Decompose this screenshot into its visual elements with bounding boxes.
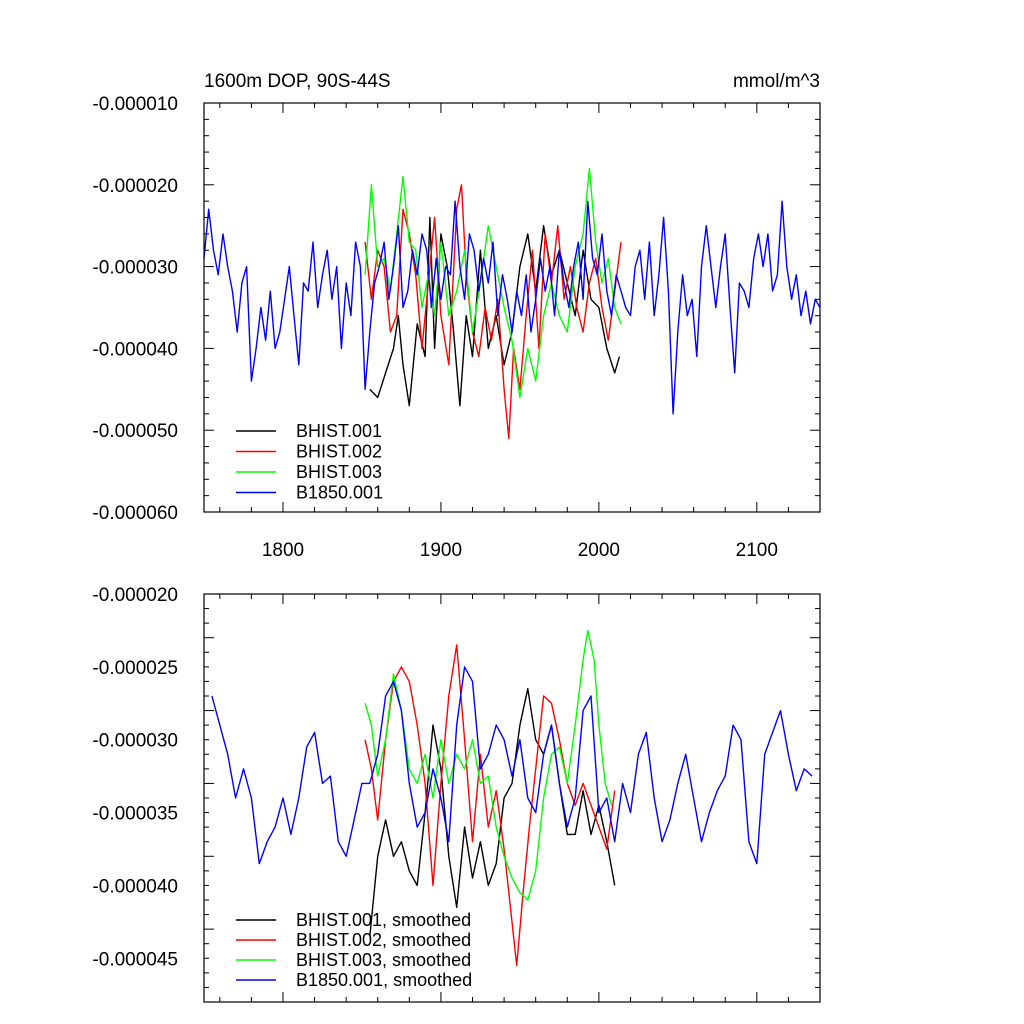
- top-y-tick-label: -0.000040: [92, 339, 178, 360]
- bottom-y-tick-label: -0.000035: [92, 804, 178, 825]
- bottom-y-tick-label: -0.000020: [92, 585, 178, 606]
- top-legend-label: BHIST.002: [296, 442, 382, 462]
- bottom-legend-label: BHIST.003, smoothed: [296, 950, 471, 970]
- top-x-tick-label: 1900: [420, 540, 462, 561]
- top-legend-label: BHIST.001: [296, 421, 382, 441]
- bottom-legend-label: BHIST.001, smoothed: [296, 910, 471, 930]
- top-series-line-bhist-002: [364, 184, 622, 440]
- bottom-series-group: [211, 629, 813, 967]
- bottom-legend-label: B1850.001, smoothed: [296, 970, 472, 990]
- top-panel-units: mmol/m^3: [733, 71, 820, 92]
- bottom-series-line-b1850-001-smoothed: [211, 666, 813, 865]
- bottom-y-tick-label: -0.000045: [92, 949, 178, 970]
- top-legend-label: BHIST.003: [296, 462, 382, 482]
- bottom-series-line-bhist-002-smoothed: [364, 644, 616, 967]
- bottom-legend-label: BHIST.002, smoothed: [296, 930, 471, 950]
- top-series-line-bhist-003: [364, 167, 622, 399]
- bottom-series-line-bhist-003-smoothed: [364, 629, 613, 901]
- top-x-tick-label: 2000: [578, 540, 620, 561]
- top-y-tick-label: -0.000030: [92, 258, 178, 279]
- bottom-y-tick-label: -0.000030: [92, 731, 178, 752]
- top-series-line-bhist-001: [369, 216, 621, 407]
- bottom-y-tick-label: -0.000040: [92, 876, 178, 897]
- top-y-tick-label: -0.000010: [92, 94, 178, 115]
- bottom-series-line-bhist-001-smoothed: [369, 688, 616, 937]
- top-series-group: [204, 167, 820, 440]
- bottom-y-tick-label: -0.000025: [92, 658, 178, 679]
- top-y-tick-label: -0.000050: [92, 421, 178, 442]
- top-legend-label: B1850.001: [296, 483, 383, 503]
- top-y-tick-label: -0.000020: [92, 176, 178, 197]
- bottom-panel: -0.000020 -0.000025 -0.000030 -0.000035 -0.0…: [92, 585, 821, 1003]
- top-series-line-b1850-001: [204, 200, 820, 415]
- top-panel: 1600m DOP, 90S-44S mmol/m^3 -0.000010 -0.…: [92, 71, 821, 561]
- top-x-tick-label: 2100: [736, 540, 778, 561]
- top-plot-frame: [203, 102, 821, 513]
- top-y-tick-label: -0.000060: [92, 503, 178, 524]
- top-x-tick-label: 1800: [262, 540, 304, 561]
- top-panel-title: 1600m DOP, 90S-44S: [204, 71, 391, 92]
